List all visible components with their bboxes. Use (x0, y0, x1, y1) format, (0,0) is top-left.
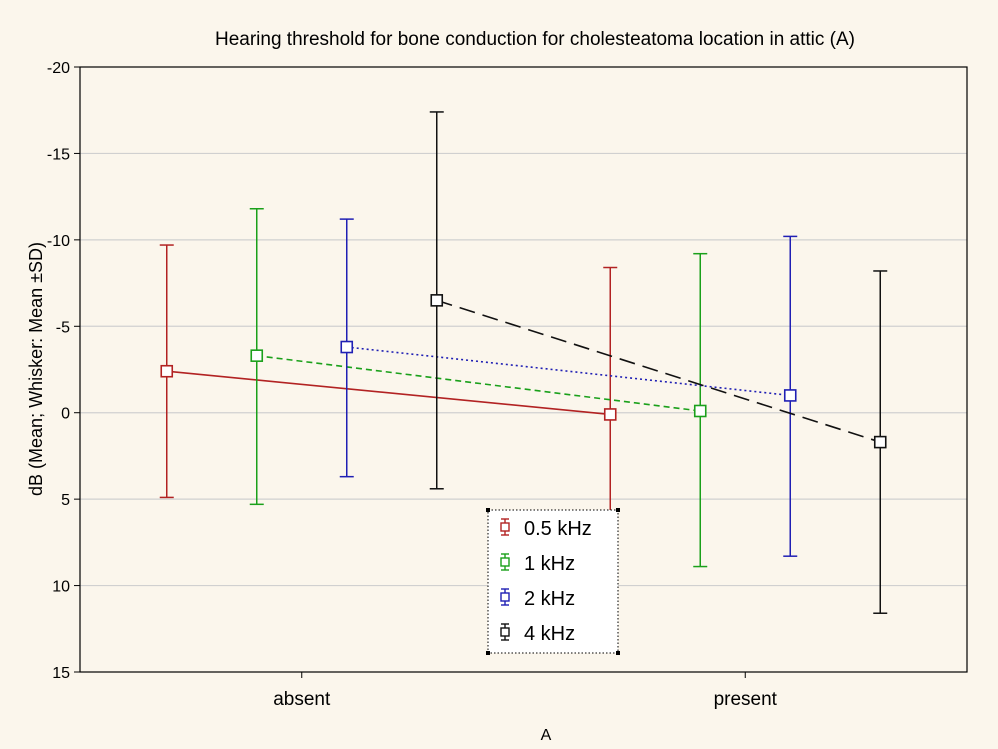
y-tick-label: 10 (52, 579, 70, 596)
legend-label: 0.5 kHz (524, 518, 592, 540)
legend-corner (486, 651, 490, 655)
mean-marker (340, 340, 354, 354)
x-tick-label: present (714, 689, 778, 710)
legend-label: 4 kHz (524, 623, 575, 645)
chart-title: Hearing threshold for bone conduction fo… (215, 29, 855, 50)
series-1 (249, 207, 708, 568)
mean-marker (160, 364, 174, 378)
y-tick-label: 0 (61, 406, 70, 423)
mean-marker (603, 408, 617, 421)
mean-marker (693, 404, 707, 418)
series-2 (339, 218, 798, 557)
mean-marker (873, 435, 887, 449)
series-layer (159, 111, 888, 614)
y-axis: -20 -15 -10 -5 0 5 10 15 (47, 60, 80, 682)
legend-label: 2 kHz (524, 588, 575, 610)
mean-marker (430, 294, 444, 307)
legend: 0.5 kHz 1 kHz 2 kHz 4 kHz (486, 508, 620, 655)
x-axis: absent present (273, 672, 778, 710)
legend-corner (486, 508, 490, 512)
series-line (346, 346, 791, 397)
legend-marker (500, 522, 510, 532)
mean-marker (783, 389, 797, 402)
series-0 (159, 244, 618, 564)
series-line (166, 370, 611, 416)
x-axis-label: A (541, 727, 552, 744)
y-tick-label: -15 (47, 146, 70, 163)
y-axis-label: dB (Mean; Whisker: Mean ±SD) (26, 242, 46, 496)
y-tick-label: -5 (56, 319, 70, 336)
y-tick-label: -10 (47, 233, 70, 250)
legend-label: 1 kHz (524, 553, 575, 575)
series-line (256, 354, 701, 412)
mean-marker (250, 349, 264, 362)
y-tick-label: 15 (52, 665, 70, 682)
legend-marker (500, 557, 510, 567)
legend-marker (500, 627, 510, 637)
y-tick-label: -20 (47, 60, 70, 77)
legend-corner (616, 651, 620, 655)
plot-frame (79, 66, 968, 673)
series-line (436, 299, 881, 443)
legend-marker (500, 592, 510, 602)
series-3 (429, 111, 888, 614)
y-tick-label: 5 (61, 492, 70, 509)
x-tick-label: absent (273, 689, 331, 710)
legend-corner (616, 508, 620, 512)
